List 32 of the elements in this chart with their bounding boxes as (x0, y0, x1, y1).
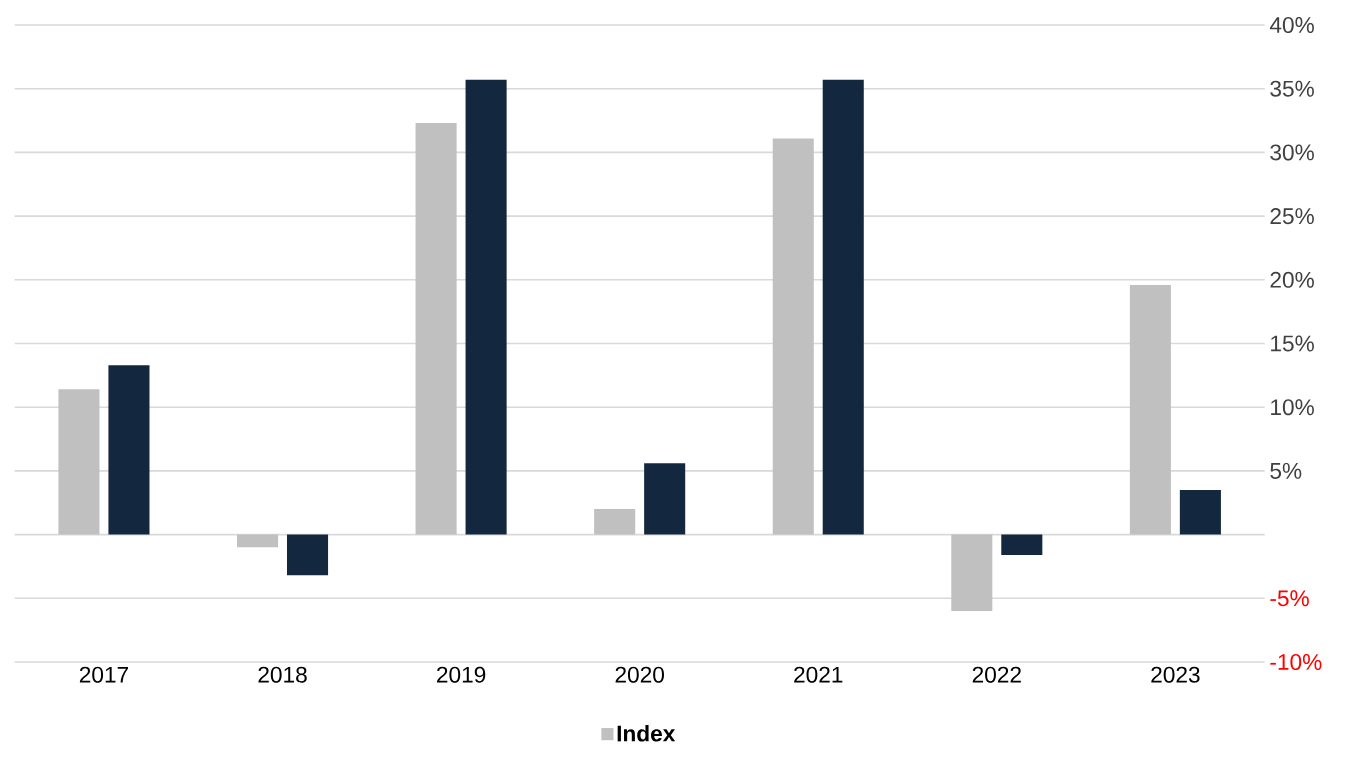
bar (415, 123, 457, 535)
x-tick-label: 2023 (1151, 666, 1200, 683)
x-tick-label: 2019 (437, 666, 486, 683)
x-tick-label: 2018 (258, 666, 307, 683)
bar (108, 365, 150, 535)
bar (465, 79, 507, 535)
bar (286, 534, 329, 576)
bar (644, 463, 686, 535)
bar (772, 138, 814, 535)
x-tick-label: 2021 (794, 666, 843, 683)
bar (951, 534, 993, 612)
y-tick-label: -10% (1270, 653, 1322, 671)
bar (58, 389, 100, 535)
y-tick-label: 15% (1271, 335, 1314, 352)
y-tick-label: 30% (1270, 144, 1314, 161)
x-tick-label: 2017 (79, 666, 129, 683)
y-tick-label: 10% (1271, 399, 1314, 416)
y-tick-label: 40% (1269, 16, 1314, 34)
y-tick-label: -5% (1270, 590, 1309, 607)
y-tick-label: 25% (1270, 208, 1314, 225)
bar (822, 79, 864, 535)
legend-label: Index (617, 724, 676, 742)
bar (1129, 284, 1171, 535)
y-tick-label: 35% (1270, 80, 1314, 97)
y-tick-label: 20% (1270, 271, 1314, 288)
bar (236, 534, 279, 548)
bar (1001, 534, 1043, 555)
x-tick-label: 2022 (972, 666, 1021, 683)
bar (1179, 490, 1221, 535)
x-tick-label: 2020 (615, 666, 664, 683)
y-tick-label: 5% (1270, 462, 1302, 479)
bar (594, 509, 636, 535)
